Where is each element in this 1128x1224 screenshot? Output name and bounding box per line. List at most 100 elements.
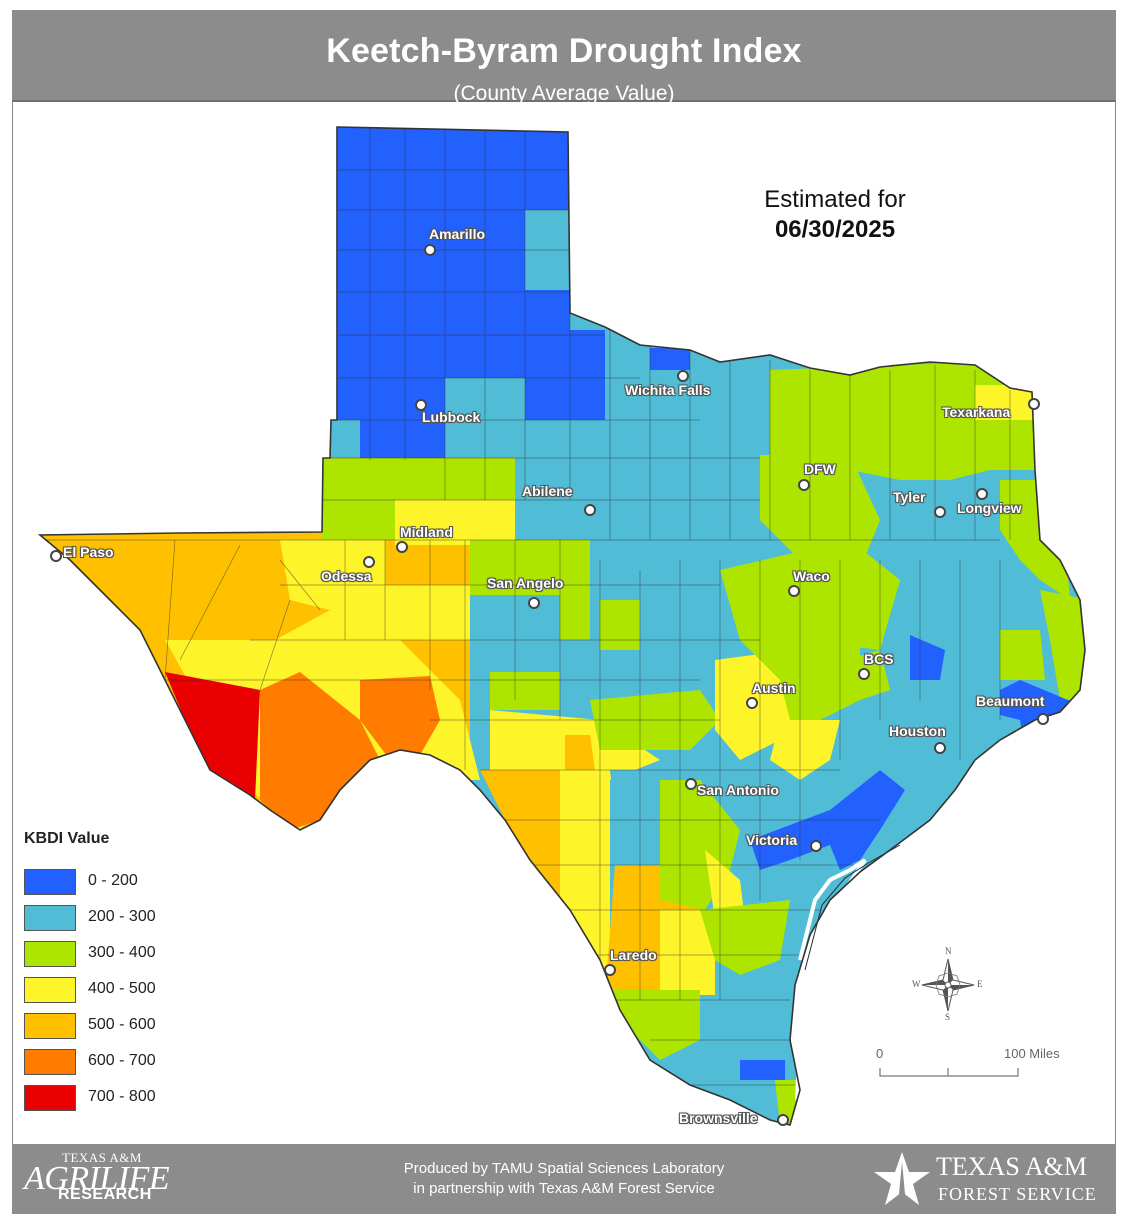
city-label-san-angelo: San Angelo bbox=[487, 575, 564, 591]
city-label-laredo: Laredo bbox=[610, 947, 657, 963]
legend-label: 600 - 700 bbox=[88, 1052, 156, 1069]
galveston-bay bbox=[980, 740, 1015, 790]
city-label-amarillo: Amarillo bbox=[429, 226, 486, 242]
city-label-dfw: DFW bbox=[804, 461, 836, 477]
city-label-el-paso: El Paso bbox=[63, 544, 114, 560]
city-marker bbox=[798, 479, 810, 491]
city-label-waco: Waco bbox=[793, 568, 830, 584]
city-marker bbox=[528, 597, 540, 609]
city-label-odessa: Odessa bbox=[321, 568, 372, 584]
legend-swatch bbox=[24, 941, 76, 967]
footer-bar bbox=[12, 1144, 1116, 1214]
city-label-houston: Houston bbox=[889, 723, 946, 739]
map-subtitle: (County Average Value) bbox=[453, 82, 675, 105]
zone-300-400-sabine bbox=[1040, 590, 1085, 700]
barrier-island-gap bbox=[795, 858, 867, 1101]
zone-0-200-bcs-e bbox=[910, 635, 945, 680]
zone-300-400-ne bbox=[770, 360, 1035, 480]
map-title: Keetch-Byram Drought Index bbox=[326, 32, 802, 70]
legend-label: 500 - 600 bbox=[88, 1016, 156, 1033]
estimate-block: Estimated for 06/30/2025 bbox=[730, 186, 940, 244]
city-label-bcs: BCS bbox=[864, 651, 894, 667]
city-marker bbox=[777, 1114, 789, 1126]
compass-n: N bbox=[945, 946, 952, 956]
zone-600-700-a bbox=[260, 672, 380, 830]
city-marker bbox=[1037, 713, 1049, 725]
legend-label: 200 - 300 bbox=[88, 908, 156, 925]
city-label-longview: Longview bbox=[957, 500, 1022, 516]
city-label-wichita-falls: Wichita Falls bbox=[625, 382, 711, 398]
city-marker bbox=[584, 504, 596, 516]
zone-400-500-sa-e bbox=[705, 850, 745, 920]
legend-label: 400 - 500 bbox=[88, 980, 156, 997]
city-label-midland: Midland bbox=[400, 524, 453, 540]
tfs-logo-sub: FOREST SERVICE bbox=[938, 1184, 1097, 1204]
city-marker bbox=[934, 742, 946, 754]
city-marker bbox=[685, 778, 697, 790]
compass-e: E bbox=[977, 979, 983, 989]
legend-swatch bbox=[24, 869, 76, 895]
zone-700-800-bigbend bbox=[165, 672, 260, 800]
tfs-star-icon bbox=[874, 1152, 930, 1205]
city-label-lubbock: Lubbock bbox=[422, 409, 481, 425]
kbdi-zones bbox=[40, 127, 1085, 1125]
zone-200-300-s1 bbox=[610, 770, 660, 820]
city-marker bbox=[1028, 398, 1040, 410]
city-marker bbox=[976, 488, 988, 500]
zone-0-200-willacy bbox=[740, 1060, 785, 1080]
city-label-texarkana: Texarkana bbox=[942, 404, 1011, 420]
zone-0-200-wf bbox=[650, 348, 690, 370]
credit-line-1: Produced by TAMU Spatial Sciences Labora… bbox=[403, 1160, 725, 1177]
city-marker bbox=[677, 370, 689, 382]
legend-title: KBDI Value bbox=[24, 830, 110, 847]
zone-400-500-sp bbox=[395, 500, 515, 545]
city-marker bbox=[415, 399, 427, 411]
zone-500-600-s2 bbox=[565, 735, 595, 770]
zone-300-400-a bbox=[490, 672, 560, 710]
zone-400-500-seguin bbox=[770, 720, 840, 780]
city-marker bbox=[934, 506, 946, 518]
estimate-label: Estimated for bbox=[764, 186, 906, 213]
legend-swatch bbox=[24, 977, 76, 1003]
padre-island bbox=[804, 844, 901, 971]
legend-label: 300 - 400 bbox=[88, 944, 156, 961]
zone-400-500-texarkana bbox=[975, 385, 1035, 420]
compass-s: S bbox=[945, 1012, 951, 1022]
legend-swatch bbox=[24, 1013, 76, 1039]
zone-300-400-rgv bbox=[600, 990, 700, 1060]
agrilife-logo-main: AGRILIFE bbox=[24, 1160, 170, 1197]
city-marker bbox=[396, 541, 408, 553]
legend-swatch bbox=[24, 1049, 76, 1075]
scale-end: 100 Miles bbox=[1004, 1046, 1060, 1061]
agrilife-logo-top: TEXAS A&M bbox=[62, 1150, 142, 1165]
county-boundaries bbox=[40, 127, 1011, 1086]
estimate-date: 06/30/2025 bbox=[774, 216, 896, 243]
city-marker bbox=[788, 585, 800, 597]
city-marker bbox=[50, 550, 62, 562]
zone-0-200-panhandle bbox=[330, 127, 605, 458]
zone-500-600-midland bbox=[385, 540, 470, 585]
city-marker bbox=[810, 840, 822, 852]
credit-line-2: in partnership with Texas A&M Forest Ser… bbox=[413, 1180, 715, 1197]
scale-bar bbox=[879, 1068, 1019, 1077]
city-marker bbox=[858, 668, 870, 680]
scale-start: 0 bbox=[876, 1046, 884, 1061]
zone-300-400-coast bbox=[700, 900, 790, 975]
legend-label: 700 - 800 bbox=[88, 1088, 156, 1105]
city-label-san-antonio: San Antonio bbox=[697, 782, 779, 798]
agrilife-logo-sub: RESEARCH bbox=[58, 1186, 152, 1203]
city-label-tyler: Tyler bbox=[893, 489, 926, 505]
city-marker bbox=[363, 556, 375, 568]
zone-400-500-south bbox=[490, 710, 660, 1000]
city-marker bbox=[424, 244, 436, 256]
compass-w: W bbox=[912, 979, 921, 989]
zone-400-500-laredo-east bbox=[660, 910, 715, 995]
city-marker bbox=[604, 964, 616, 976]
legend-swatch bbox=[24, 905, 76, 931]
legend-label: 0 - 200 bbox=[88, 872, 138, 889]
zone-600-700-b bbox=[360, 676, 440, 760]
title-bar: Keetch-Byram Drought Index (County Avera… bbox=[12, 10, 1116, 105]
city-label-abilene: Abilene bbox=[522, 483, 573, 499]
legend-swatch bbox=[24, 1085, 76, 1111]
